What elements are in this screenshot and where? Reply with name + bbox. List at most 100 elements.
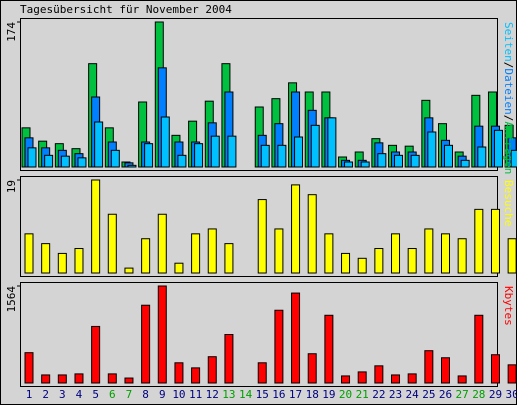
bar: [107, 373, 117, 384]
bar: [424, 228, 434, 274]
bar: [324, 314, 334, 384]
bar: [310, 124, 320, 168]
x-tick-label: 2: [42, 388, 49, 401]
bar: [391, 374, 401, 384]
x-tick-label: 22: [372, 388, 385, 401]
bar: [224, 334, 234, 384]
x-tick-label: 7: [126, 388, 133, 401]
bar: [124, 377, 134, 384]
bar: [41, 374, 51, 384]
bar: [141, 304, 151, 384]
x-tick-label: 10: [172, 388, 185, 401]
bar: [357, 257, 367, 274]
bar: [257, 362, 267, 384]
bar: [207, 356, 217, 384]
bar: [510, 149, 517, 168]
bar: [474, 314, 484, 384]
bar: [410, 154, 420, 168]
chart-title: Tagesübersicht für November 2004: [20, 3, 232, 16]
bar: [374, 248, 384, 274]
bar: [157, 213, 167, 274]
bar: [374, 365, 384, 384]
bar: [324, 233, 334, 274]
bar: [177, 154, 187, 168]
legend-entry: Dateien: [502, 68, 515, 114]
bar: [124, 267, 134, 274]
x-tick-label: 18: [306, 388, 319, 401]
bar: [91, 179, 101, 274]
bar: [77, 157, 87, 168]
x-tick-label: 26: [439, 388, 452, 401]
bar: [507, 364, 517, 384]
x-tick-label: 5: [92, 388, 99, 401]
legend: Besuche: [502, 180, 515, 226]
x-tick-label: 8: [142, 388, 149, 401]
bar: [227, 135, 237, 168]
bar: [444, 144, 453, 168]
bar: [427, 131, 437, 168]
x-tick-label: 27: [456, 388, 469, 401]
bar: [57, 374, 67, 384]
bar: [441, 357, 450, 384]
x-tick-label: 12: [206, 388, 219, 401]
bar: [144, 143, 154, 168]
x-tick-label: 23: [389, 388, 402, 401]
y-tick-label: 174: [5, 22, 18, 42]
bar: [141, 238, 151, 274]
bar: [44, 154, 54, 168]
bar: [477, 146, 487, 168]
bar: [127, 164, 137, 168]
bar: [91, 325, 101, 384]
bar: [174, 262, 184, 274]
legend: Kbytes: [502, 286, 515, 326]
x-tick-label: 3: [59, 388, 66, 401]
bar: [307, 353, 317, 384]
bar: [341, 375, 351, 384]
bar: [207, 228, 217, 274]
x-tick-label: 19: [322, 388, 335, 401]
bar: [274, 228, 284, 274]
legend-entry: Seiten: [502, 22, 515, 62]
bar: [291, 184, 301, 274]
bar: [341, 252, 351, 274]
legend-entry: Anfragen: [502, 121, 515, 174]
bar: [274, 309, 284, 384]
bar: [460, 159, 470, 168]
bar: [407, 248, 417, 274]
bar: [191, 233, 201, 274]
x-tick-label: 15: [256, 388, 269, 401]
bar: [24, 352, 34, 384]
bar: [424, 350, 434, 384]
bar: [60, 155, 70, 168]
y-tick-label: 1564: [5, 286, 18, 313]
y-tick-label: 19: [5, 180, 18, 193]
legend-entry: Besuche: [502, 180, 515, 226]
x-tick-label: 30: [506, 388, 517, 401]
bar: [277, 144, 287, 168]
x-tick-label: 14: [239, 388, 253, 401]
bar: [260, 144, 270, 168]
bar: [210, 135, 220, 168]
x-tick-label: 16: [272, 388, 285, 401]
bar: [357, 371, 367, 384]
bar: [507, 238, 517, 274]
bar: [157, 285, 167, 384]
x-tick-label: 6: [109, 388, 116, 401]
bar: [457, 375, 467, 384]
x-tick-label: 13: [222, 388, 235, 401]
x-tick-label: 20: [339, 388, 352, 401]
bar: [160, 116, 170, 168]
x-tick-label: 4: [76, 388, 83, 401]
bar: [74, 373, 84, 384]
x-tick-label: 25: [422, 388, 435, 401]
bar: [94, 121, 104, 168]
bar: [391, 233, 401, 274]
bar: [307, 194, 317, 274]
x-tick-label: 28: [472, 388, 485, 401]
x-tick-label: 24: [406, 388, 420, 401]
x-tick-label: 9: [159, 388, 166, 401]
bar: [490, 354, 500, 384]
bar: [194, 143, 204, 168]
bar: [41, 243, 51, 274]
